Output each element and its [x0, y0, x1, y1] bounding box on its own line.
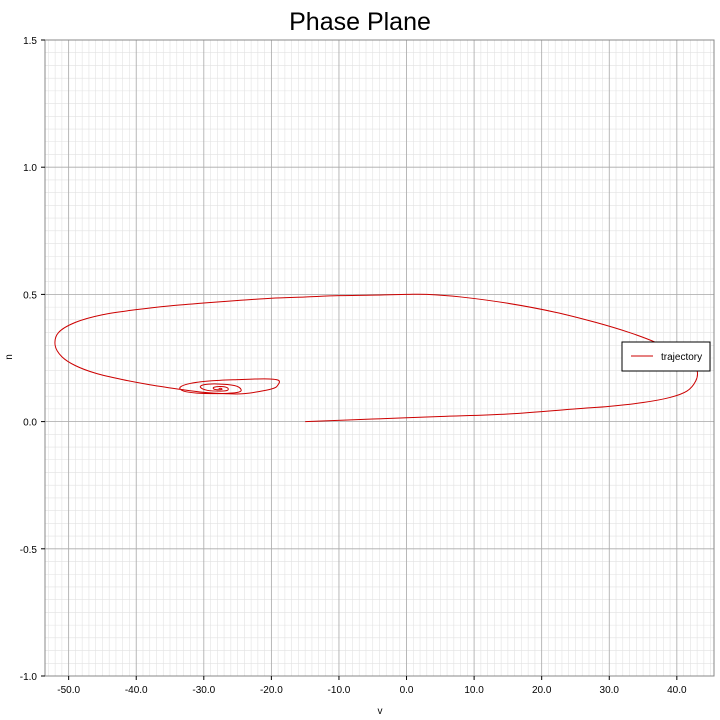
y-tick-label: 1.0: [23, 163, 37, 174]
legend-label-trajectory: trajectory: [661, 352, 702, 363]
y-tick-label: -0.5: [20, 545, 38, 556]
x-tick-label: 20.0: [532, 685, 552, 696]
y-axis-label: n: [4, 354, 15, 360]
x-tick-label: 0.0: [400, 685, 414, 696]
y-tick-label: 0.0: [23, 418, 37, 429]
minor-grid: [45, 39, 714, 677]
x-axis: -50.0 -40.0 -30.0 -20.0 -10.0 0.0 10.0 20.0 30.0…: [57, 676, 687, 696]
y-tick-label: -1.0: [20, 672, 38, 683]
y-tick-label: 1.5: [23, 36, 37, 47]
x-tick-label: -40.0: [125, 685, 148, 696]
x-tick-label: -50.0: [57, 685, 80, 696]
y-tick-label: 0.5: [23, 290, 37, 301]
legend: trajectory: [621, 341, 711, 372]
plot-area: [44, 39, 715, 677]
x-tick-label: -30.0: [192, 685, 215, 696]
x-axis-label: v: [378, 706, 383, 717]
x-tick-label: 30.0: [600, 685, 620, 696]
x-tick-label: -20.0: [260, 685, 283, 696]
chart-title: Phase Plane: [289, 8, 431, 36]
x-tick-label: 40.0: [667, 685, 687, 696]
x-tick-label: -10.0: [328, 685, 351, 696]
x-tick-label: 10.0: [464, 685, 484, 696]
y-axis: -1.0 -0.5 0.0 0.5 1.0 1.5: [20, 36, 45, 683]
